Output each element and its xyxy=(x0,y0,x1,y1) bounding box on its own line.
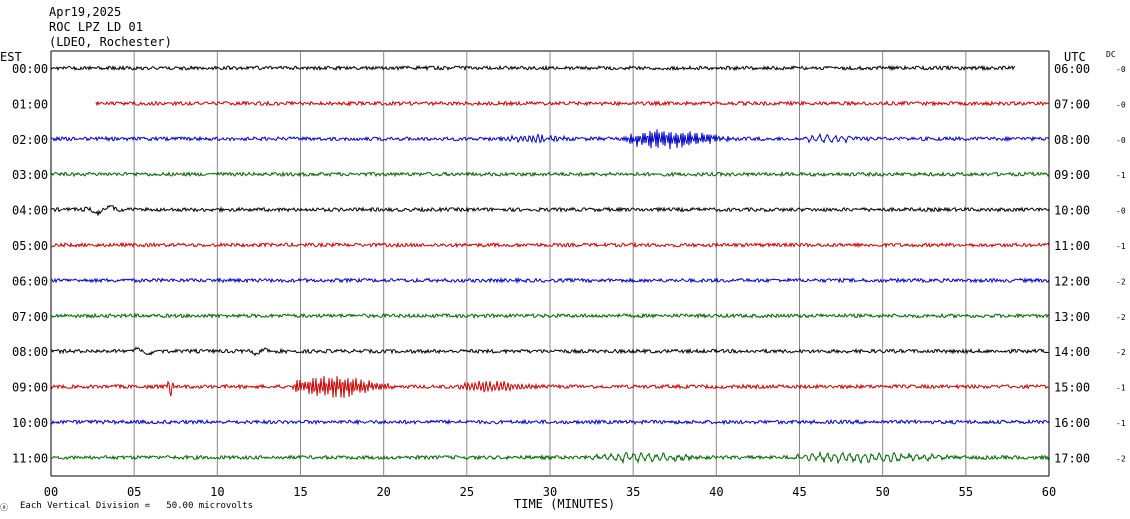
est-hour-label: 05:00 xyxy=(12,239,48,253)
x-tick-label: 30 xyxy=(543,485,557,499)
dc-offset-label: -1 xyxy=(1116,419,1126,428)
x-tick-label: 10 xyxy=(210,485,224,499)
utc-hour-label: 13:00 xyxy=(1054,310,1090,324)
right-zone-label: UTC xyxy=(1064,50,1086,64)
est-hour-label: 02:00 xyxy=(12,133,48,147)
utc-hour-label: 08:00 xyxy=(1054,133,1090,147)
seismic-trace xyxy=(50,241,1050,249)
dc-offset-label: -0 xyxy=(1116,136,1126,145)
seismic-trace xyxy=(50,450,1050,465)
left-zone-label: EST xyxy=(0,50,22,64)
dc-offset-label: -1 xyxy=(1116,384,1126,393)
est-hour-label: 11:00 xyxy=(12,451,48,465)
dc-offset-label: -1 xyxy=(1116,171,1126,180)
header-date: Apr19,2025 xyxy=(49,5,121,19)
x-tick-label: 50 xyxy=(875,485,889,499)
est-hour-label: 04:00 xyxy=(12,204,48,218)
header-network: (LDEO, Rochester) xyxy=(49,35,172,49)
x-tick-label: 35 xyxy=(626,485,640,499)
utc-hour-label: 14:00 xyxy=(1054,345,1090,359)
utc-hour-label: 11:00 xyxy=(1054,239,1090,253)
est-hour-label: 09:00 xyxy=(12,381,48,395)
x-tick-label: 05 xyxy=(127,485,141,499)
est-hour-label: 03:00 xyxy=(12,168,48,182)
corner-mark: ⓐ xyxy=(0,503,8,512)
dc-offset-label: -2 xyxy=(1116,348,1126,357)
est-hour-label: 06:00 xyxy=(12,274,48,288)
seismic-trace xyxy=(50,375,1050,399)
x-tick-label: 55 xyxy=(959,485,973,499)
seismic-trace xyxy=(50,129,1050,150)
est-hour-label: 08:00 xyxy=(12,345,48,359)
utc-hour-label: 10:00 xyxy=(1054,204,1090,218)
dc-offset-label: -2 xyxy=(1116,313,1126,322)
utc-hour-label: 15:00 xyxy=(1054,381,1090,395)
dc-offset-label: -2 xyxy=(1116,277,1126,286)
seismic-trace xyxy=(50,64,1016,72)
dc-offset-label: -0 xyxy=(1116,100,1126,109)
seismic-trace xyxy=(50,204,1050,216)
est-hour-label: 07:00 xyxy=(12,310,48,324)
x-axis-label: TIME (MINUTES) xyxy=(514,497,615,511)
est-hour-label: 00:00 xyxy=(12,62,48,76)
x-tick-label: 60 xyxy=(1042,485,1056,499)
utc-hour-label: 09:00 xyxy=(1054,168,1090,182)
dc-offset-label: -0 xyxy=(1116,65,1126,74)
dc-offset-label: -0 xyxy=(1116,207,1126,216)
dc-label: DC xyxy=(1106,50,1116,59)
dc-offset-label: -2 xyxy=(1116,454,1126,463)
x-tick-label: 00 xyxy=(44,485,58,499)
dc-offset-label: -1 xyxy=(1116,242,1126,251)
x-tick-label: 15 xyxy=(293,485,307,499)
utc-hour-label: 12:00 xyxy=(1054,274,1090,288)
x-tick-label: 45 xyxy=(792,485,806,499)
seismic-trace xyxy=(50,170,1050,178)
x-tick-label: 25 xyxy=(460,485,474,499)
x-tick-label: 20 xyxy=(376,485,390,499)
est-hour-label: 10:00 xyxy=(12,416,48,430)
grid-lines xyxy=(50,50,1050,477)
seismic-trace xyxy=(50,276,1050,285)
seismic-traces xyxy=(50,64,1050,465)
seismic-trace xyxy=(50,346,1049,357)
utc-hour-label: 16:00 xyxy=(1054,416,1090,430)
x-tick-label: 40 xyxy=(709,485,723,499)
utc-hour-label: 07:00 xyxy=(1054,97,1090,111)
x-axis: 00 05 10 15 20 25 30 35 40 45 50 55 60 xyxy=(44,485,1056,499)
seismic-trace xyxy=(50,418,1050,426)
utc-hour-label: 17:00 xyxy=(1054,451,1090,465)
vertical-division-note: Each Vertical Division = 50.00 microvolt… xyxy=(20,501,253,511)
est-hour-label: 01:00 xyxy=(12,97,48,111)
seismic-trace xyxy=(50,312,1050,320)
row-labels: 00:00 06:00 -0 01:00 07:00 -0 02:00 08:00 -0 03:0… xyxy=(12,62,1126,465)
header-station: ROC LPZ LD 01 xyxy=(49,20,143,34)
seismic-trace xyxy=(95,99,1049,107)
utc-hour-label: 06:00 xyxy=(1054,62,1090,76)
